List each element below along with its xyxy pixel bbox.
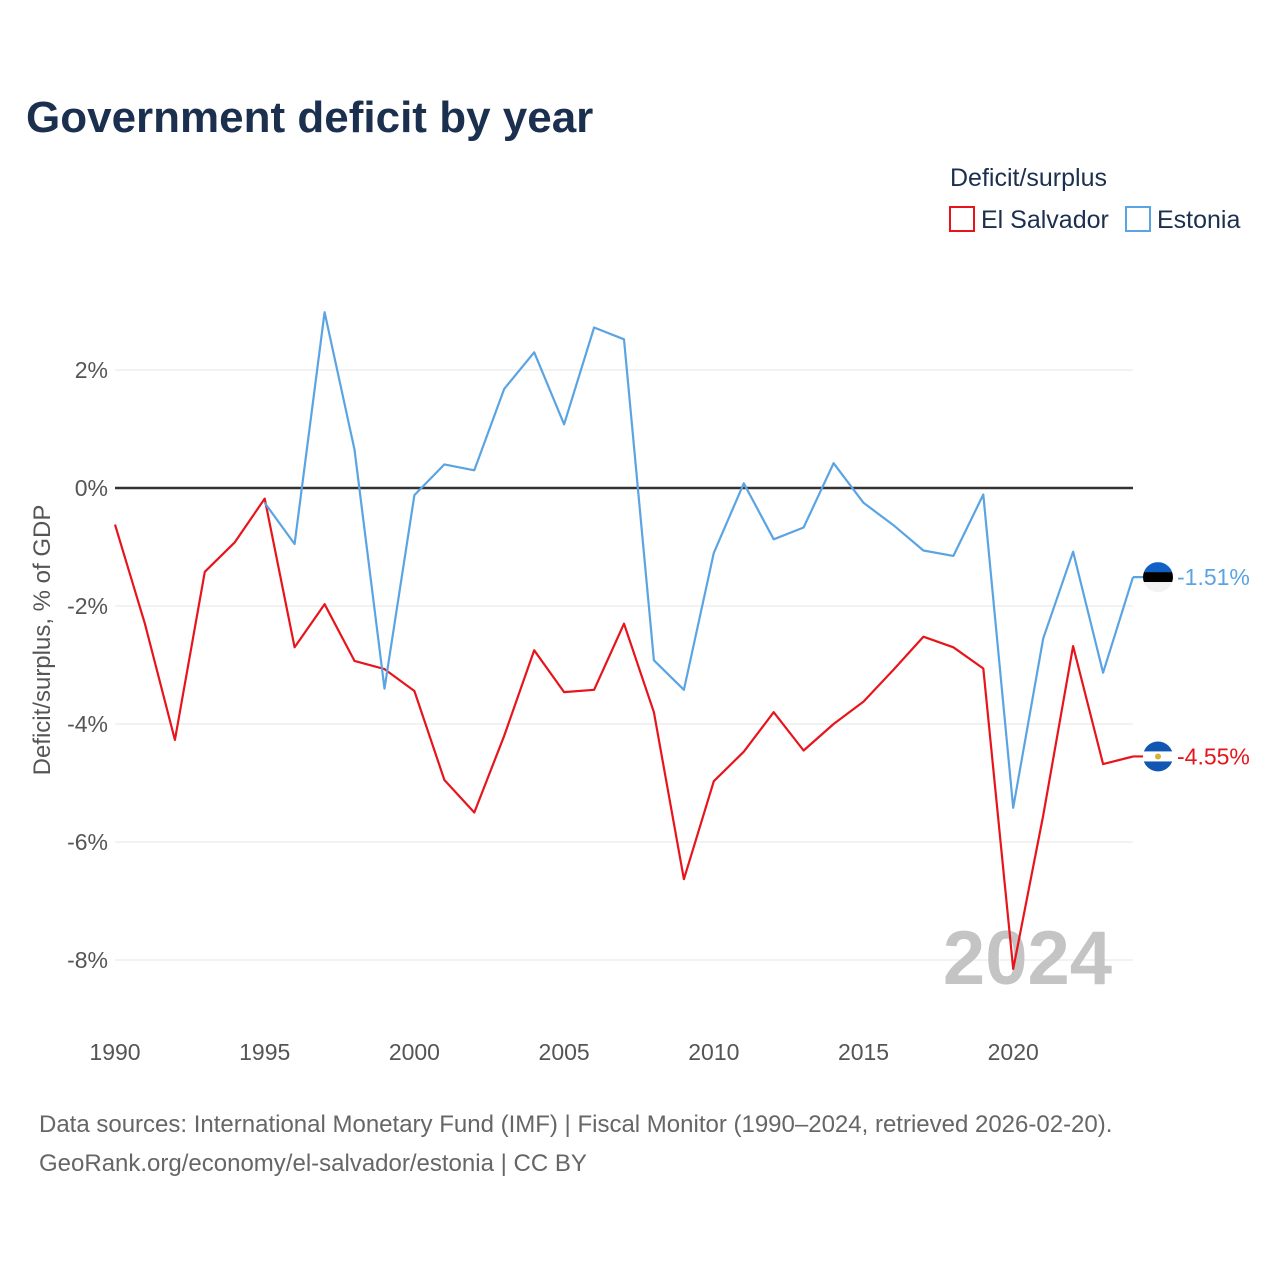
series-line-el-salvador <box>113 497 1134 971</box>
legend-label-estonia: Estonia <box>1157 206 1240 234</box>
year-watermark: 2024 <box>943 916 1112 1001</box>
attribution-link[interactable]: GeoRank.org/economy/el-salvador/estonia … <box>39 1150 587 1177</box>
estonia-flag-icon <box>1143 562 1173 593</box>
y-tick-label: 0% <box>75 475 108 501</box>
end-label-el-salvador: -4.55% <box>1177 743 1250 769</box>
x-tick-label: 1995 <box>239 1039 290 1065</box>
y-tick-label: -8% <box>67 947 108 973</box>
x-tick-label: 2020 <box>988 1039 1039 1065</box>
legend-item-estonia[interactable]: Estonia <box>1125 206 1240 234</box>
legend-item-el-salvador[interactable]: El Salvador <box>949 206 1109 234</box>
x-tick-label: 2015 <box>838 1039 889 1065</box>
x-tick-label: 2005 <box>539 1039 590 1065</box>
legend-title: Deficit/surplus <box>950 164 1107 192</box>
el-salvador-flag-icon <box>1143 741 1173 772</box>
end-label-estonia: -1.51% <box>1177 564 1250 590</box>
series-lines <box>113 311 1135 971</box>
x-axis-ticks: 1990 1995 2000 2005 2010 2015 2020 <box>89 1039 1038 1065</box>
legend-swatch-el-salvador <box>949 206 975 232</box>
x-tick-label: 2010 <box>688 1039 739 1065</box>
legend-label-el-salvador: El Salvador <box>981 206 1109 234</box>
x-tick-label: 2000 <box>389 1039 440 1065</box>
y-tick-label: -2% <box>67 593 108 619</box>
end-markers: -4.55% -1.51% <box>1133 562 1250 772</box>
y-axis-ticks: -8% -6% -4% -2% 0% 2% <box>67 357 108 973</box>
gridlines <box>115 369 1133 961</box>
source-text: Data sources: International Monetary Fun… <box>39 1111 1112 1138</box>
legend-swatch-estonia <box>1125 206 1151 232</box>
y-axis-label: Deficit/surplus, % of GDP <box>29 505 56 776</box>
y-tick-label: -6% <box>67 829 108 855</box>
y-tick-label: 2% <box>75 357 108 383</box>
chart-title: Government deficit by year <box>26 93 593 142</box>
legend: Deficit/surplus El Salvador Estonia <box>949 164 1240 234</box>
x-tick-label: 1990 <box>89 1039 140 1065</box>
y-tick-label: -4% <box>67 711 108 737</box>
series-line-estonia <box>263 311 1135 809</box>
